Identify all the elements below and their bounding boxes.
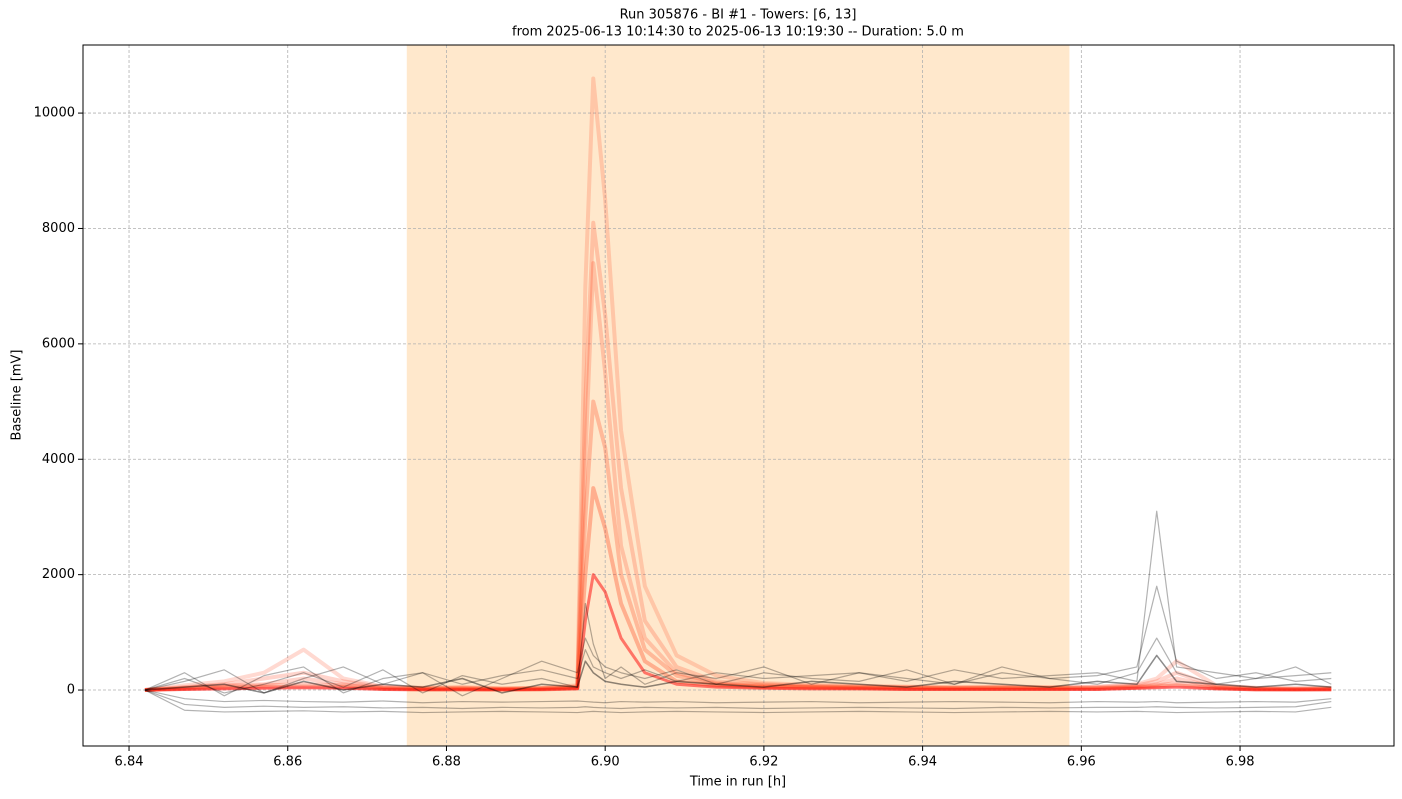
series-line: [144, 261, 1332, 693]
series-line: [144, 585, 1332, 697]
x-tick-label: 6.88: [432, 755, 461, 770]
x-tick-label: 6.92: [749, 755, 778, 770]
x-tick-label: 6.94: [908, 755, 937, 770]
series-line: [144, 689, 1332, 714]
y-tick-label: 6000: [42, 336, 75, 351]
series-line: [144, 220, 1332, 693]
series-line: [144, 654, 1332, 694]
chart-subtitle: from 2025-06-13 10:14:30 to 2025-06-13 1…: [512, 25, 964, 40]
series-line: [144, 689, 1332, 710]
plot-frame: [82, 44, 1395, 747]
y-tick-label: 2000: [42, 567, 75, 582]
x-tick-label: 6.96: [1067, 755, 1096, 770]
shaded-span: [406, 45, 1070, 746]
y-axis-label: Baseline [mV]: [10, 350, 25, 441]
x-tick-label: 6.84: [115, 755, 144, 770]
series-line: [144, 602, 1332, 694]
series-line: [144, 76, 1332, 693]
y-tick-label: 8000: [42, 221, 75, 236]
series-line: [144, 510, 1332, 697]
x-tick-label: 6.90: [591, 755, 620, 770]
series-line: [144, 689, 1332, 704]
x-axis-label: Time in run [h]: [689, 775, 786, 790]
series-line: [144, 399, 1332, 693]
series-line: [144, 573, 1332, 692]
y-tick-label: 10000: [34, 106, 75, 121]
x-tick-label: 6.98: [1226, 755, 1255, 770]
x-tick-label: 6.86: [273, 755, 302, 770]
y-tick-label: 4000: [42, 452, 75, 467]
chart-title: Run 305876 - BI #1 - Towers: [6, 13]: [620, 8, 857, 23]
y-tick-label: 0: [67, 683, 75, 698]
